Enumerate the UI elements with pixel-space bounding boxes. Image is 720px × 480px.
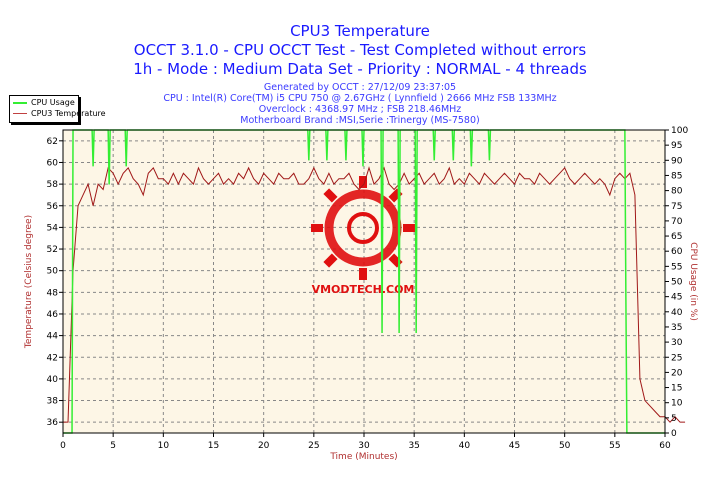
y2-tick-label: 70 bbox=[671, 217, 683, 227]
legend-swatch bbox=[13, 113, 27, 114]
legend-swatch bbox=[13, 101, 27, 104]
x-tick-label: 0 bbox=[60, 441, 66, 451]
cpu-info: CPU : Intel(R) Core(TM) i5 CPU 750 @ 2.6… bbox=[163, 93, 557, 104]
legend-item-temperature: CPU3 Temperature bbox=[13, 109, 106, 118]
y-tick-label: 38 bbox=[47, 397, 59, 407]
y2-tick-label: 55 bbox=[671, 262, 682, 272]
motherboard-info: Motherboard Brand :MSI,Serie :Trinergy (… bbox=[240, 115, 480, 126]
watermark-logo-ray bbox=[323, 253, 338, 268]
y-tick-label: 42 bbox=[47, 353, 58, 363]
y-tick-label: 58 bbox=[47, 180, 59, 190]
generated-info: Generated by OCCT : 27/12/09 23:37:05 bbox=[263, 82, 457, 93]
x-tick-label: 5 bbox=[110, 441, 116, 451]
legend-label: CPU Usage bbox=[31, 98, 75, 107]
chart-title: CPU3 Temperature bbox=[290, 22, 430, 40]
overclock-info: Overclock : 4368.97 MHz ; FSB 218.46MHz bbox=[258, 104, 462, 115]
y-tick-label: 36 bbox=[47, 418, 59, 428]
x-tick-label: 20 bbox=[258, 441, 270, 451]
x-tick-label: 15 bbox=[208, 441, 219, 451]
watermark-logo-ray bbox=[323, 188, 338, 203]
y2-tick-label: 35 bbox=[671, 323, 682, 333]
legend-item-cpu-usage: CPU Usage bbox=[13, 98, 75, 107]
x-tick-label: 30 bbox=[358, 441, 370, 451]
watermark-text: VMODTECH.COM bbox=[312, 283, 415, 296]
watermark-logo-inner bbox=[347, 212, 379, 244]
y2-tick-label: 80 bbox=[671, 187, 683, 197]
y-tick-label: 46 bbox=[47, 310, 59, 320]
y-tick-label: 60 bbox=[47, 158, 59, 168]
y-tick-label: 48 bbox=[47, 288, 59, 298]
y2-tick-label: 25 bbox=[671, 353, 682, 363]
y2-tick-label: 90 bbox=[671, 156, 683, 166]
y-tick-label: 52 bbox=[47, 245, 58, 255]
y2-tick-label: 75 bbox=[671, 202, 682, 212]
x-axis-label: Time (Minutes) bbox=[329, 452, 397, 462]
y2-tick-label: 50 bbox=[671, 278, 683, 288]
y-axis-label: Temperature (Celsius degree) bbox=[24, 215, 34, 349]
y2-tick-label: 0 bbox=[671, 429, 677, 439]
x-tick-label: 25 bbox=[308, 441, 319, 451]
watermark-logo bbox=[324, 189, 402, 267]
x-tick-label: 55 bbox=[609, 441, 620, 451]
legend-label: CPU3 Temperature bbox=[31, 109, 106, 118]
x-tick-label: 50 bbox=[559, 441, 571, 451]
x-tick-label: 40 bbox=[459, 441, 471, 451]
y2-tick-label: 15 bbox=[671, 384, 682, 394]
y2-tick-label: 30 bbox=[671, 338, 683, 348]
y2-tick-label: 65 bbox=[671, 232, 682, 242]
y2-tick-label: 20 bbox=[671, 368, 683, 378]
x-tick-label: 10 bbox=[158, 441, 170, 451]
legend: CPU Usage CPU3 Temperature bbox=[9, 95, 106, 123]
y2-tick-label: 100 bbox=[671, 126, 688, 136]
chart-subtitle-mode: 1h - Mode : Medium Data Set - Priority :… bbox=[133, 60, 587, 78]
y-tick-label: 56 bbox=[47, 202, 59, 212]
y-tick-label: 44 bbox=[47, 332, 59, 342]
x-tick-label: 45 bbox=[509, 441, 520, 451]
y2-tick-label: 45 bbox=[671, 293, 682, 303]
temperature-line bbox=[63, 166, 686, 423]
x-tick-label: 60 bbox=[659, 441, 671, 451]
y2-tick-label: 10 bbox=[671, 399, 683, 409]
y-tick-label: 50 bbox=[47, 267, 59, 277]
y2-tick-label: 85 bbox=[671, 171, 682, 181]
y-tick-label: 62 bbox=[47, 137, 58, 147]
x-tick-label: 35 bbox=[408, 441, 419, 451]
y-tick-label: 40 bbox=[47, 375, 59, 385]
y2-axis-label: CPU Usage (in %) bbox=[688, 242, 698, 321]
y2-tick-label: 40 bbox=[671, 308, 683, 318]
y-tick-label: 54 bbox=[47, 223, 59, 233]
y2-tick-label: 60 bbox=[671, 247, 683, 257]
y2-tick-label: 95 bbox=[671, 141, 682, 151]
y2-tick-label: 5 bbox=[671, 414, 677, 424]
chart-subtitle-test: OCCT 3.1.0 - CPU OCCT Test - Test Comple… bbox=[133, 41, 587, 59]
